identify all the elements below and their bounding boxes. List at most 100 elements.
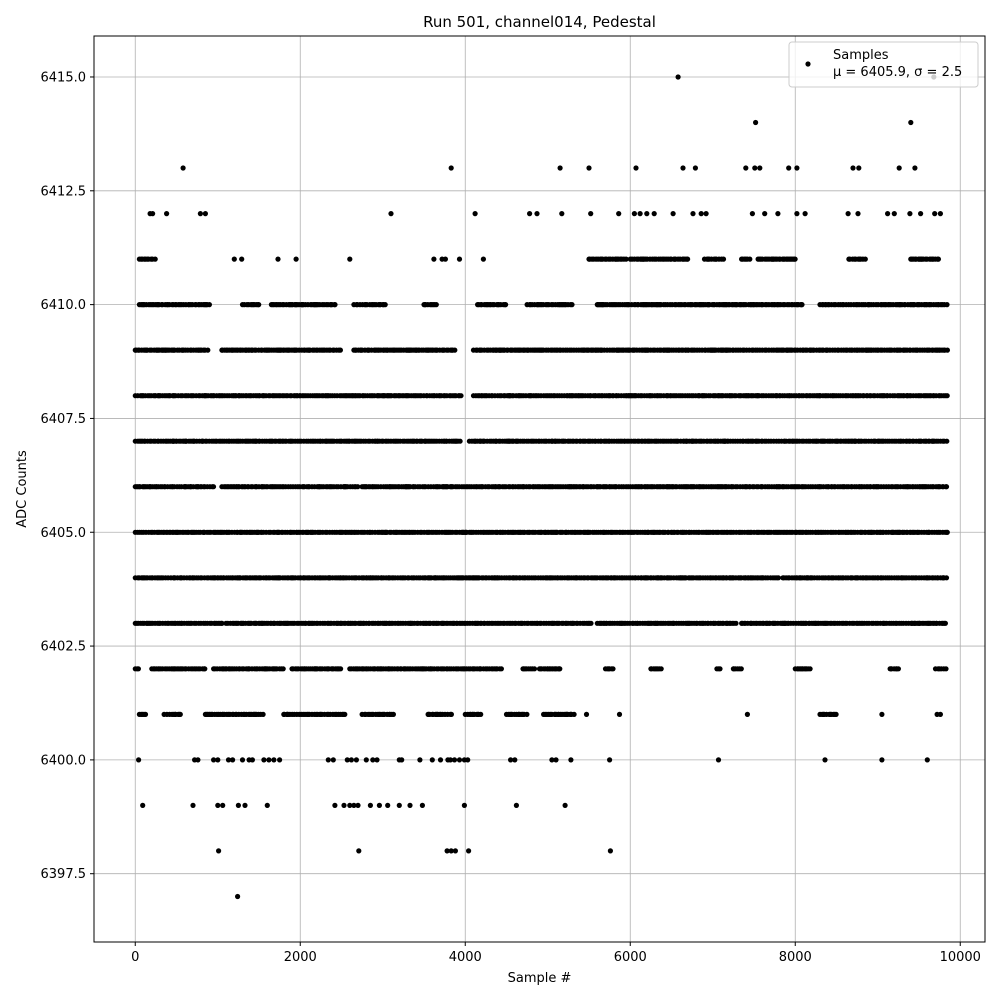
- data-point: [231, 256, 237, 262]
- data-point: [944, 347, 951, 353]
- data-point: [429, 757, 435, 763]
- y-tick-label: 6400.0: [41, 753, 87, 768]
- x-tick-label: 8000: [779, 950, 812, 965]
- legend-stats-label: μ = 6405.9, σ = 2.5: [833, 65, 962, 80]
- data-point: [225, 757, 232, 763]
- data-point: [260, 711, 266, 718]
- y-tick-label: 6405.0: [41, 526, 87, 541]
- data-point: [478, 711, 484, 718]
- data-point: [942, 620, 949, 626]
- data-point: [202, 666, 208, 672]
- data-point: [431, 256, 437, 262]
- data-point: [822, 757, 828, 763]
- data-point: [879, 711, 885, 718]
- data-point: [658, 666, 664, 672]
- data-point: [703, 211, 709, 217]
- data-point: [256, 302, 262, 308]
- data-point: [206, 302, 212, 308]
- data-point: [717, 666, 723, 672]
- data-point: [249, 757, 255, 763]
- data-point: [472, 211, 478, 217]
- data-point: [407, 802, 413, 809]
- data-point: [943, 575, 950, 581]
- data-point: [370, 757, 376, 763]
- data-point: [651, 211, 657, 217]
- y-axis-label: ADC Counts: [15, 450, 30, 528]
- data-point: [215, 757, 221, 763]
- data-point: [752, 165, 758, 171]
- data-point: [720, 256, 727, 262]
- legend-marker: [805, 61, 811, 67]
- data-point: [466, 848, 472, 854]
- data-point: [794, 211, 800, 217]
- data-point: [833, 711, 839, 718]
- data-point: [367, 802, 373, 809]
- data-point: [918, 211, 924, 217]
- legend-series-name: Samples: [833, 48, 889, 63]
- data-point: [885, 211, 891, 217]
- data-point: [447, 757, 453, 763]
- data-point: [616, 211, 622, 217]
- data-point: [531, 666, 538, 672]
- data-point: [230, 757, 236, 763]
- data-point: [452, 347, 458, 353]
- data-point: [456, 757, 463, 763]
- data-point: [239, 256, 245, 262]
- data-point: [140, 802, 146, 809]
- data-point: [932, 211, 938, 217]
- data-point: [675, 74, 681, 80]
- data-point: [235, 893, 241, 900]
- data-point: [215, 802, 221, 809]
- data-point: [935, 256, 942, 262]
- data-point: [524, 711, 530, 718]
- data-point: [498, 666, 504, 672]
- data-point: [275, 256, 281, 262]
- data-point: [786, 165, 792, 171]
- data-point: [802, 211, 808, 217]
- data-point: [332, 302, 338, 308]
- data-point: [341, 802, 347, 809]
- data-point: [937, 211, 944, 217]
- data-point: [534, 211, 540, 217]
- data-point: [325, 757, 331, 763]
- data-point: [456, 256, 463, 262]
- data-point: [448, 848, 454, 854]
- data-point: [924, 757, 930, 763]
- data-point: [452, 848, 458, 854]
- data-point: [461, 802, 467, 809]
- data-point: [136, 757, 142, 763]
- data-point: [907, 211, 913, 217]
- data-point: [271, 757, 277, 763]
- data-point: [670, 211, 676, 217]
- data-point: [937, 711, 944, 718]
- y-tick-label: 6402.5: [41, 640, 87, 655]
- data-point: [856, 165, 862, 171]
- data-point: [293, 256, 299, 262]
- data-point: [355, 802, 361, 809]
- data-point: [588, 211, 594, 217]
- data-point: [607, 757, 613, 763]
- data-point: [569, 302, 575, 308]
- data-point: [775, 211, 781, 217]
- data-point: [503, 302, 509, 308]
- data-point: [351, 802, 357, 809]
- data-point: [944, 438, 950, 444]
- data-point: [690, 211, 696, 217]
- data-point: [190, 802, 196, 809]
- data-point: [512, 757, 518, 763]
- data-point: [374, 757, 380, 763]
- data-point: [775, 575, 782, 581]
- y-tick-label: 6415.0: [41, 70, 87, 85]
- data-point: [396, 802, 402, 809]
- y-tick-label: 6397.5: [41, 867, 87, 882]
- data-point: [743, 165, 749, 171]
- data-point: [738, 666, 744, 672]
- data-point: [433, 302, 439, 308]
- data-point: [344, 757, 350, 763]
- data-point: [744, 711, 751, 718]
- data-point: [557, 165, 563, 171]
- data-point: [749, 211, 756, 217]
- data-points: [132, 74, 951, 900]
- data-point: [757, 165, 763, 171]
